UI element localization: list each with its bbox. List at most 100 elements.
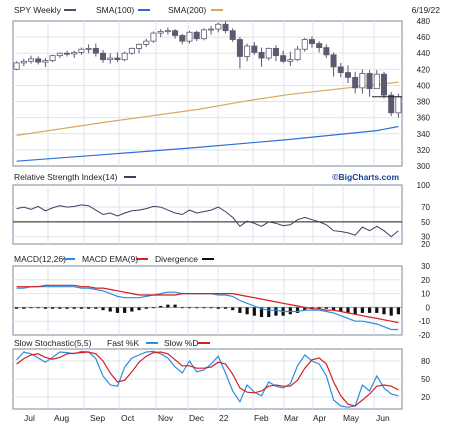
up-candle (121, 52, 128, 61)
down-candle (229, 30, 236, 40)
rsi-y-tick: 30 (421, 233, 430, 242)
header-sma100-label: SMA(100) (96, 5, 134, 15)
divergence-bar (375, 307, 379, 313)
divergence-bar (29, 307, 33, 309)
x-axis-label: Dec (189, 413, 205, 423)
price-panel (12, 20, 403, 167)
divergence-bar (252, 307, 256, 316)
divergence-bar (36, 307, 40, 309)
price-y-tick: 300 (417, 162, 431, 171)
header-date: 6/19/22 (412, 5, 441, 15)
divergence-bar (130, 307, 134, 312)
price-y-tick: 360 (417, 114, 431, 123)
x-axis-label: 22 (219, 413, 229, 423)
down-candle (380, 73, 387, 96)
rsi-y-tick: 100 (417, 181, 431, 190)
price-y-tick: 480 (417, 17, 431, 26)
up-candle (56, 52, 63, 57)
down-candle (193, 31, 200, 40)
divergence-bar (216, 307, 220, 309)
divergence-bar (396, 307, 400, 315)
divergence-bar (238, 307, 242, 313)
divergence-bar (159, 306, 163, 308)
down-candle (258, 52, 265, 59)
macd-y-tick: 0 (426, 303, 431, 312)
divergence-bar (310, 307, 314, 309)
x-axis-label: Nov (158, 413, 174, 423)
divergence-bar (166, 304, 170, 308)
divergence-bar (303, 307, 307, 311)
up-candle (28, 58, 35, 62)
up-candle (85, 47, 92, 50)
down-candle (114, 57, 121, 61)
down-candle (64, 52, 71, 55)
down-candle (222, 23, 229, 32)
divergence-bar (389, 307, 393, 316)
divergence-bar (223, 307, 228, 309)
up-candle (78, 48, 85, 53)
rsi-title: Relative Strength Index(14) (14, 172, 118, 182)
chart-header: SPY Weekly SMA(100) SMA(200) 6/19/22 (14, 5, 440, 15)
down-candle (92, 47, 99, 54)
divergence-bar (367, 307, 372, 313)
rsi-line (16, 204, 399, 238)
down-candle (35, 58, 42, 63)
up-candle (164, 30, 171, 33)
x-axis-label: May (343, 413, 360, 423)
down-candle (337, 66, 344, 73)
divergence-bar (195, 307, 199, 309)
price-y-tick: 340 (417, 130, 431, 139)
divergence-bar (101, 307, 105, 311)
source-label: ©BigCharts.com (332, 172, 399, 182)
divergence-bar (123, 307, 127, 313)
macd-panel (12, 265, 403, 336)
divergence-bar (108, 307, 112, 312)
down-candle (251, 45, 258, 53)
divergence-bar (144, 307, 148, 309)
sma100-line (16, 125, 399, 162)
stochastic-title: Slow Stochastic(5,5) (14, 338, 92, 348)
up-candle (143, 40, 150, 45)
divergence-bar (353, 307, 357, 315)
down-candle (366, 72, 373, 90)
divergence-bar (51, 307, 55, 309)
rsi-y-tick: 20 (421, 240, 430, 249)
divergence-bar (187, 307, 192, 309)
divergence-bar (43, 307, 48, 309)
divergence-bar (274, 307, 278, 316)
divergence-bar (331, 307, 336, 311)
x-axis-label: Aug (54, 413, 69, 423)
x-axis-label: Jul (24, 413, 35, 423)
up-candle (294, 48, 301, 61)
macd-y-tick: -20 (418, 331, 430, 340)
stochastic-y-tick: 80 (421, 357, 430, 366)
divergence-bar (137, 307, 141, 311)
divergence-bar (151, 307, 156, 309)
divergence-bar (58, 307, 62, 309)
up-candle (200, 29, 207, 40)
down-candle (280, 55, 287, 62)
down-candle (323, 47, 330, 56)
up-candle (395, 96, 402, 114)
fast-k-label: Fast %K (107, 338, 139, 348)
up-candle (71, 52, 78, 55)
macd-y-tick: 30 (421, 262, 430, 271)
up-candle (136, 43, 143, 49)
down-candle (316, 43, 323, 48)
rsi-panel (12, 184, 403, 245)
divergence-bar (295, 307, 300, 313)
divergence-bar (382, 307, 386, 315)
divergence-bar (231, 307, 235, 311)
divergence-bar (360, 307, 364, 313)
down-candle (352, 76, 359, 89)
header-symbol-label: SPY Weekly (14, 5, 62, 15)
divergence-bar (346, 307, 350, 313)
price-y-tick: 460 (417, 33, 431, 42)
macd-ema-label: MACD EMA(9) (82, 254, 138, 264)
divergence-bar (288, 307, 292, 315)
stochastic-y-tick: 50 (421, 375, 430, 384)
up-candle (265, 47, 272, 59)
panel-frames (12, 20, 403, 410)
down-candle (100, 52, 107, 61)
